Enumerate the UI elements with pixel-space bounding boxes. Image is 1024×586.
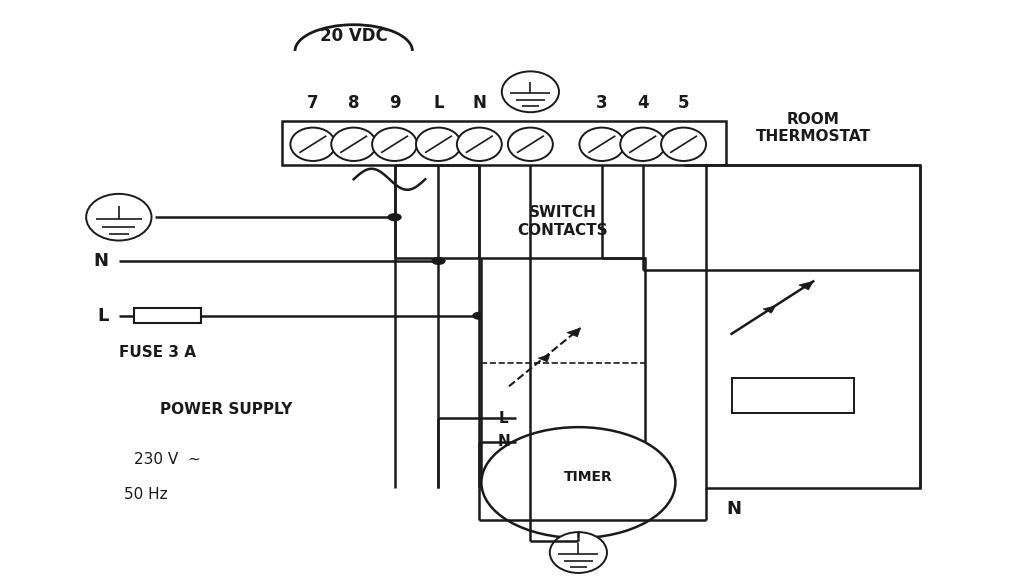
- Ellipse shape: [291, 128, 335, 161]
- Ellipse shape: [621, 128, 666, 161]
- Text: 20 VDC: 20 VDC: [319, 28, 388, 45]
- Text: L: L: [433, 94, 443, 112]
- Polygon shape: [481, 258, 645, 488]
- Ellipse shape: [502, 71, 559, 112]
- Text: L: L: [97, 307, 109, 325]
- Text: 9: 9: [389, 94, 400, 112]
- Text: L: L: [499, 411, 509, 426]
- Text: TIMER: TIMER: [564, 470, 613, 483]
- Circle shape: [481, 427, 676, 538]
- Polygon shape: [539, 355, 550, 362]
- Text: 7: 7: [307, 94, 318, 112]
- Text: 8: 8: [348, 94, 359, 112]
- Text: 4: 4: [637, 94, 648, 112]
- Text: 5: 5: [678, 94, 689, 112]
- Text: FUSE 3 A: FUSE 3 A: [119, 346, 196, 360]
- Polygon shape: [731, 377, 854, 413]
- Ellipse shape: [331, 128, 376, 161]
- Polygon shape: [283, 121, 726, 165]
- Text: N: N: [498, 434, 510, 449]
- Text: POWER SUPPLY: POWER SUPPLY: [160, 402, 292, 417]
- Text: N: N: [472, 94, 486, 112]
- Text: ROOM
THERMOSTAT: ROOM THERMOSTAT: [756, 112, 870, 144]
- Polygon shape: [567, 328, 581, 337]
- Polygon shape: [799, 281, 813, 290]
- Ellipse shape: [580, 128, 625, 161]
- Circle shape: [431, 257, 445, 265]
- Text: 3: 3: [596, 94, 607, 112]
- Ellipse shape: [550, 532, 607, 573]
- Ellipse shape: [372, 128, 417, 161]
- Text: N: N: [93, 252, 109, 270]
- Text: N: N: [726, 500, 741, 518]
- Circle shape: [472, 312, 486, 320]
- Ellipse shape: [457, 128, 502, 161]
- Ellipse shape: [86, 194, 152, 240]
- Text: 50 Hz: 50 Hz: [124, 487, 168, 502]
- Ellipse shape: [508, 128, 553, 161]
- Polygon shape: [763, 306, 775, 313]
- Text: SWITCH
CONTACTS: SWITCH CONTACTS: [518, 205, 608, 237]
- Ellipse shape: [662, 128, 706, 161]
- Circle shape: [387, 213, 401, 222]
- Text: 230 V  ~: 230 V ~: [134, 452, 201, 466]
- Polygon shape: [706, 165, 921, 488]
- Ellipse shape: [416, 128, 461, 161]
- Polygon shape: [134, 308, 201, 323]
